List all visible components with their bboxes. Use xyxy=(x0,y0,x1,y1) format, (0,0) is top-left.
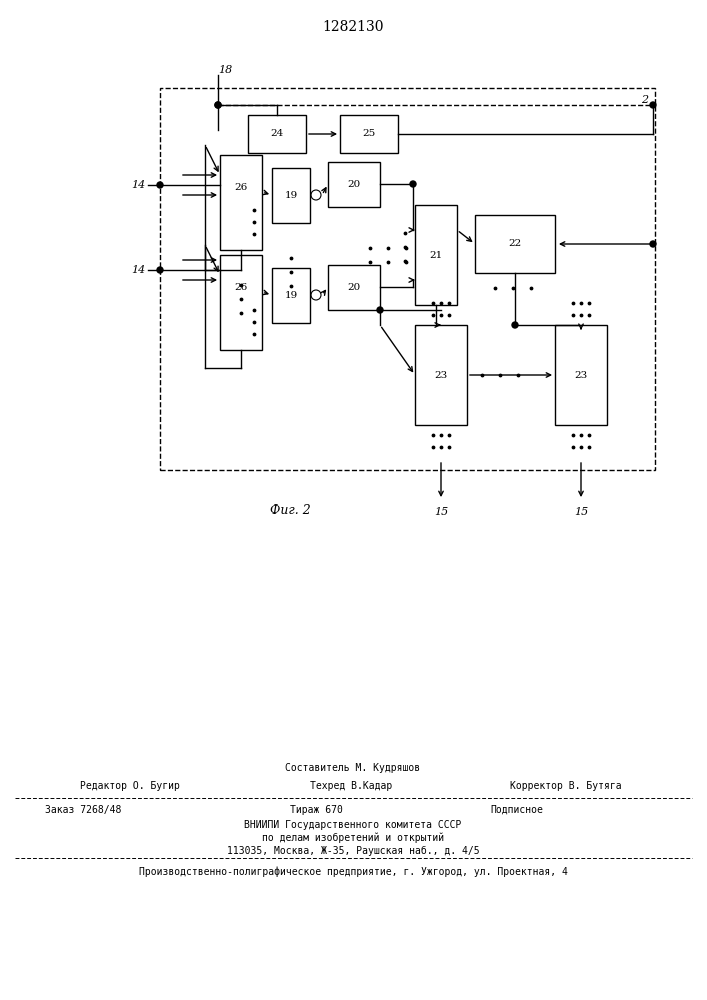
Text: 26: 26 xyxy=(235,183,247,192)
Text: 23: 23 xyxy=(434,370,448,379)
Bar xyxy=(220,155,262,250)
Text: 20: 20 xyxy=(347,180,361,189)
Text: 1282130: 1282130 xyxy=(323,20,384,34)
Text: 26: 26 xyxy=(235,283,247,292)
Text: Производственно-полиграфическое предприятие, г. Ужгород, ул. Проектная, 4: Производственно-полиграфическое предприя… xyxy=(139,867,568,877)
Text: Корректор В. Бутяга: Корректор В. Бутяга xyxy=(510,781,621,791)
Circle shape xyxy=(157,182,163,188)
Text: Техред В.Кадар: Техред В.Кадар xyxy=(310,781,392,791)
Text: 2: 2 xyxy=(641,95,648,105)
Text: Составитель М. Кудряшов: Составитель М. Кудряшов xyxy=(286,763,421,773)
Bar xyxy=(272,168,310,223)
Bar xyxy=(475,215,555,273)
Bar xyxy=(340,115,398,153)
Text: по делам изобретений и открытий: по делам изобретений и открытий xyxy=(262,833,444,843)
Bar xyxy=(415,325,467,425)
Bar xyxy=(160,88,655,470)
Text: 25: 25 xyxy=(363,129,375,138)
Text: 19: 19 xyxy=(284,191,298,200)
Text: 15: 15 xyxy=(574,507,588,517)
Text: 15: 15 xyxy=(434,507,448,517)
Circle shape xyxy=(650,241,656,247)
Text: 20: 20 xyxy=(347,283,361,292)
Bar xyxy=(415,205,457,305)
Text: 21: 21 xyxy=(429,250,443,259)
Text: Подписное: Подписное xyxy=(490,805,543,815)
Text: 24: 24 xyxy=(270,129,284,138)
Bar xyxy=(328,265,380,310)
Bar xyxy=(248,115,306,153)
Text: 14: 14 xyxy=(131,180,145,190)
Circle shape xyxy=(215,102,221,108)
Text: 113035, Москва, Ж-35, Раушская наб., д. 4/5: 113035, Москва, Ж-35, Раушская наб., д. … xyxy=(227,846,479,856)
Text: 18: 18 xyxy=(218,65,233,75)
Bar xyxy=(272,268,310,323)
Bar xyxy=(328,162,380,207)
Circle shape xyxy=(512,322,518,328)
Text: 23: 23 xyxy=(574,370,588,379)
Circle shape xyxy=(377,307,383,313)
Text: Заказ 7268/48: Заказ 7268/48 xyxy=(45,805,122,815)
Text: Редактор О. Бугир: Редактор О. Бугир xyxy=(80,781,180,791)
Text: Фиг. 2: Фиг. 2 xyxy=(269,504,310,516)
Text: 22: 22 xyxy=(508,239,522,248)
Bar xyxy=(555,325,607,425)
Circle shape xyxy=(650,102,656,108)
Circle shape xyxy=(215,102,221,108)
Text: ВНИИПИ Государственного комитета СССР: ВНИИПИ Государственного комитета СССР xyxy=(245,820,462,830)
Bar xyxy=(220,255,262,350)
Text: Тираж 670: Тираж 670 xyxy=(290,805,343,815)
Circle shape xyxy=(157,267,163,273)
Text: 19: 19 xyxy=(284,291,298,300)
Text: 14: 14 xyxy=(131,265,145,275)
Circle shape xyxy=(410,181,416,187)
